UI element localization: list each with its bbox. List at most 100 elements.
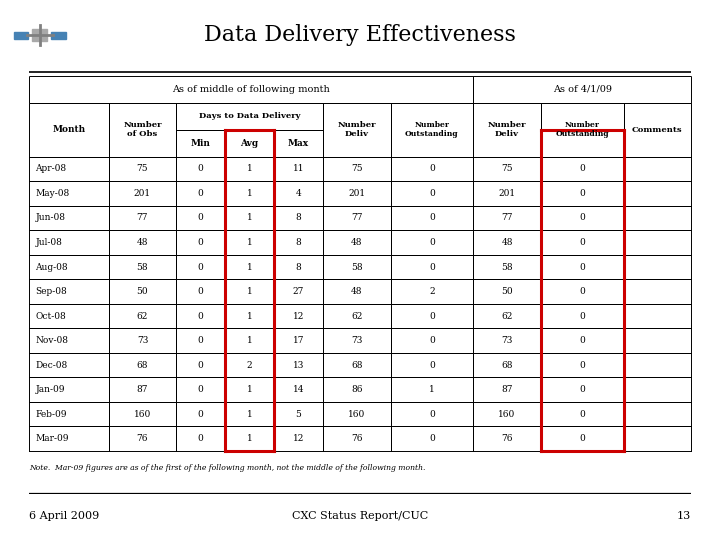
Text: 58: 58 [137, 262, 148, 272]
Text: 0: 0 [198, 385, 204, 394]
Text: 62: 62 [351, 312, 362, 321]
Text: Sep-08: Sep-08 [35, 287, 67, 296]
Text: Min: Min [191, 139, 211, 147]
Text: Avg: Avg [240, 139, 258, 147]
Text: 201: 201 [134, 189, 151, 198]
Text: 87: 87 [501, 385, 513, 394]
Text: 0: 0 [580, 312, 585, 321]
Text: 8: 8 [296, 238, 302, 247]
Text: 68: 68 [137, 361, 148, 369]
Text: Month: Month [52, 125, 85, 134]
Text: 76: 76 [137, 434, 148, 443]
Text: 75: 75 [501, 164, 513, 173]
Text: 1: 1 [247, 213, 253, 222]
Text: 50: 50 [137, 287, 148, 296]
Text: 4: 4 [296, 189, 302, 198]
Text: 58: 58 [351, 262, 363, 272]
Text: 1: 1 [247, 262, 253, 272]
Text: Jun-08: Jun-08 [35, 213, 66, 222]
Text: 0: 0 [580, 361, 585, 369]
Text: 201: 201 [348, 189, 365, 198]
Text: 0: 0 [429, 312, 435, 321]
Text: 1: 1 [247, 189, 253, 198]
Text: 0: 0 [429, 164, 435, 173]
Text: 8: 8 [296, 213, 302, 222]
Text: 62: 62 [501, 312, 513, 321]
Text: 68: 68 [351, 361, 362, 369]
Text: 48: 48 [351, 238, 362, 247]
Text: 0: 0 [429, 361, 435, 369]
Text: Apr-08: Apr-08 [35, 164, 66, 173]
Text: Mar-09: Mar-09 [35, 434, 69, 443]
Text: 1: 1 [247, 164, 253, 173]
Text: 62: 62 [137, 312, 148, 321]
Text: 50: 50 [501, 287, 513, 296]
Text: 14: 14 [293, 385, 305, 394]
Text: 0: 0 [580, 213, 585, 222]
Text: May-08: May-08 [35, 189, 70, 198]
Text: 86: 86 [351, 385, 362, 394]
Text: 0: 0 [580, 410, 585, 418]
Text: Jan-09: Jan-09 [35, 385, 65, 394]
Text: 0: 0 [198, 312, 204, 321]
Text: 0: 0 [429, 410, 435, 418]
Text: 160: 160 [498, 410, 516, 418]
Text: 48: 48 [351, 287, 362, 296]
Text: 0: 0 [198, 410, 204, 418]
Text: 1: 1 [247, 287, 253, 296]
Text: 58: 58 [501, 262, 513, 272]
Text: Jul-08: Jul-08 [35, 238, 63, 247]
Text: 1: 1 [247, 336, 253, 345]
Text: 160: 160 [348, 410, 365, 418]
Text: 77: 77 [351, 213, 362, 222]
Bar [51, 32, 66, 39]
Text: 17: 17 [293, 336, 305, 345]
Text: 0: 0 [198, 361, 204, 369]
Text: CXC Status Report/CUC: CXC Status Report/CUC [292, 511, 428, 521]
Text: 48: 48 [501, 238, 513, 247]
Text: 201: 201 [498, 189, 516, 198]
Text: As of 4/1/09: As of 4/1/09 [553, 85, 612, 93]
Text: 0: 0 [198, 287, 204, 296]
Text: 1: 1 [247, 238, 253, 247]
Text: Number
Deliv: Number Deliv [338, 121, 376, 138]
Text: 0: 0 [429, 189, 435, 198]
Text: Number
Deliv: Number Deliv [487, 121, 526, 138]
Text: 0: 0 [580, 189, 585, 198]
Text: 0: 0 [580, 287, 585, 296]
Text: Feb-09: Feb-09 [35, 410, 67, 418]
Text: Dec-08: Dec-08 [35, 361, 68, 369]
Text: 75: 75 [351, 164, 363, 173]
Text: 2: 2 [429, 287, 435, 296]
Text: 0: 0 [198, 213, 204, 222]
Text: 0: 0 [429, 434, 435, 443]
Text: 12: 12 [293, 312, 304, 321]
Text: 0: 0 [198, 189, 204, 198]
Text: Number
Outstanding: Number Outstanding [555, 121, 609, 138]
Text: 0: 0 [429, 336, 435, 345]
Text: Aug-08: Aug-08 [35, 262, 68, 272]
Text: 6 April 2009: 6 April 2009 [29, 511, 99, 521]
Text: 0: 0 [198, 336, 204, 345]
Text: 160: 160 [134, 410, 151, 418]
Text: 0: 0 [429, 262, 435, 272]
Text: 76: 76 [501, 434, 513, 443]
Text: Number
Outstanding: Number Outstanding [405, 121, 459, 138]
Text: 0: 0 [580, 262, 585, 272]
Text: 73: 73 [351, 336, 362, 345]
Text: 0: 0 [198, 434, 204, 443]
Text: 77: 77 [137, 213, 148, 222]
Text: 0: 0 [580, 434, 585, 443]
Text: 1: 1 [247, 385, 253, 394]
Text: 1: 1 [429, 385, 435, 394]
Text: 0: 0 [198, 164, 204, 173]
Text: Comments: Comments [632, 126, 683, 133]
Text: 0: 0 [429, 213, 435, 222]
Text: 0: 0 [580, 385, 585, 394]
Text: Max: Max [288, 139, 309, 147]
Text: 0: 0 [198, 238, 204, 247]
Bar [32, 29, 48, 41]
Text: 1: 1 [247, 312, 253, 321]
Text: 1: 1 [247, 410, 253, 418]
Text: Data Delivery Effectiveness: Data Delivery Effectiveness [204, 24, 516, 46]
